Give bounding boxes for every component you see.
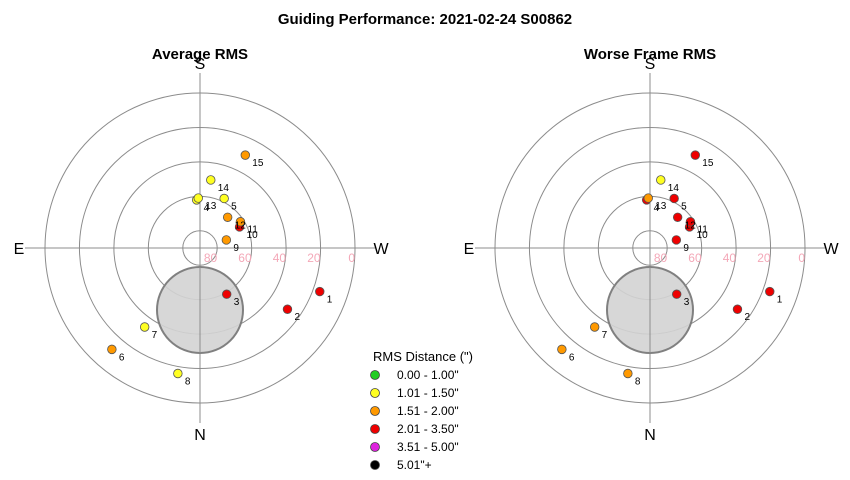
legend-item-label: 1.51 - 2.00": [397, 404, 459, 418]
guide-point-label: 5: [681, 201, 687, 212]
guide-point: [765, 286, 775, 297]
direction-east-label: E: [464, 241, 475, 258]
guide-point: [589, 322, 600, 332]
ring-altitude-label: 0: [348, 251, 355, 265]
guide-point-label: 6: [569, 352, 575, 363]
direction-west-label: W: [373, 241, 389, 258]
legend-item-label: 5.01"+: [397, 458, 432, 472]
panel-title: Average RMS: [152, 46, 248, 63]
guide-point-label: 3: [234, 297, 240, 308]
guide-point-label: 11: [247, 225, 258, 236]
guide-point: [206, 175, 216, 185]
guide-point-label: 4: [204, 203, 210, 214]
ring-altitude-label: 60: [688, 251, 702, 265]
guide-point-label: 11: [697, 225, 708, 236]
guide-point: [139, 322, 150, 332]
guide-point-label: 12: [685, 220, 697, 231]
guide-point-label: 6: [119, 352, 125, 363]
guide-point: [671, 235, 682, 245]
guide-point-label: 2: [744, 312, 750, 323]
ring-altitude-label: 20: [757, 251, 771, 265]
direction-north-label: N: [644, 427, 656, 444]
guide-point-label: 8: [185, 377, 191, 388]
guide-point: [235, 217, 246, 227]
guide-point-label: 3: [684, 297, 690, 308]
guide-point: [732, 304, 743, 314]
guide-point: [219, 193, 229, 204]
ring-altitude-label: 20: [307, 251, 321, 265]
guide-point: [669, 193, 679, 204]
direction-north-label: N: [194, 427, 206, 444]
legend-swatch: [370, 424, 380, 434]
guide-point: [672, 212, 683, 222]
guide-point: [193, 193, 203, 203]
ring-altitude-label: 80: [654, 251, 668, 265]
guide-point: [623, 368, 633, 379]
guide-point: [173, 368, 183, 379]
legend-item-label: 2.01 - 3.50": [397, 422, 459, 436]
legend-swatch: [370, 388, 380, 398]
legend-item-label: 1.01 - 1.50": [397, 386, 459, 400]
guide-point-label: 7: [602, 330, 608, 341]
panel-title: Worse Frame RMS: [584, 46, 716, 63]
guide-point-label: 9: [683, 243, 689, 254]
guide-point-label: 1: [327, 295, 333, 306]
guide-point: [690, 150, 700, 160]
figure-title: Guiding Performance: 2021-02-24 S00862: [278, 11, 572, 28]
guide-point-label: 15: [702, 158, 714, 169]
guide-point-label: 13: [205, 201, 217, 212]
guide-point-label: 5: [231, 201, 237, 212]
legend-swatch: [370, 442, 380, 452]
guide-point-label: 9: [233, 243, 239, 254]
guide-point: [315, 286, 325, 297]
ring-altitude-label: 80: [204, 251, 218, 265]
guide-point-label: 10: [697, 230, 709, 241]
legend-swatch: [370, 406, 380, 416]
guide-point: [685, 217, 696, 227]
ring-altitude-label: 0: [798, 251, 805, 265]
guide-point: [222, 212, 233, 222]
guide-point-label: 12: [235, 220, 247, 231]
guide-point-label: 14: [218, 183, 230, 194]
ring-altitude-label: 40: [273, 251, 287, 265]
guide-point-label: 14: [668, 183, 680, 194]
guide-point-label: 8: [635, 377, 641, 388]
ring-altitude-label: 60: [238, 251, 252, 265]
guide-point-label: 4: [654, 203, 660, 214]
guide-point: [671, 289, 682, 299]
legend-title: RMS Distance ("): [373, 349, 473, 364]
guide-point: [221, 289, 232, 299]
guide-point: [221, 235, 232, 245]
legend-item-label: 3.51 - 5.00": [397, 440, 459, 454]
guide-point: [656, 175, 666, 185]
guide-point-label: 13: [655, 201, 667, 212]
rms-distance-legend: RMS Distance (") 0.00 - 1.00" 1.01 - 1.50"…: [370, 349, 473, 472]
guide-point-label: 15: [252, 158, 264, 169]
guide-point: [557, 344, 567, 355]
direction-west-label: W: [823, 241, 839, 258]
direction-east-label: E: [14, 241, 25, 258]
direction-south-label: S: [195, 56, 206, 73]
direction-south-label: S: [645, 56, 656, 73]
guide-point-label: 7: [152, 330, 158, 341]
guide-point: [643, 193, 653, 203]
guide-point-label: 10: [247, 230, 259, 241]
guide-point: [240, 150, 250, 160]
ring-altitude-label: 40: [723, 251, 737, 265]
legend-swatch: [370, 460, 380, 470]
legend-swatch: [370, 370, 380, 380]
guide-point: [282, 304, 293, 314]
legend-item-label: 0.00 - 1.00": [397, 368, 459, 382]
guide-point-label: 1: [777, 295, 783, 306]
guide-point: [107, 344, 117, 355]
guide-point-label: 2: [294, 312, 300, 323]
